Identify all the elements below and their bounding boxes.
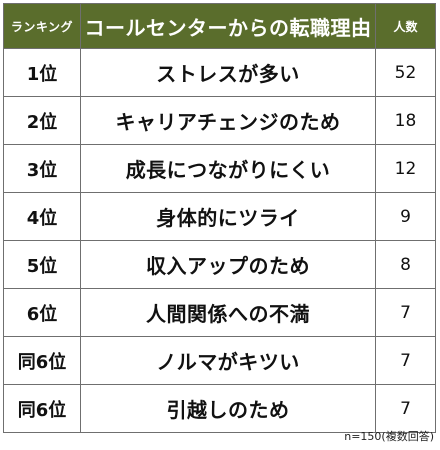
rank-cell: 5位 <box>3 240 81 289</box>
count-cell: 52 <box>375 48 436 97</box>
rank-cell: 1位 <box>3 48 81 97</box>
footnote: n=150(複数回答) <box>344 430 434 443</box>
rank-cell: 3位 <box>3 144 81 193</box>
count-cell: 8 <box>375 240 436 289</box>
header-reason: コールセンターからの転職理由 <box>80 3 376 49</box>
reason-cell: ストレスが多い <box>80 48 376 97</box>
reason-cell: ノルマがキツい <box>80 336 376 385</box>
header-count: 人数 <box>375 3 436 49</box>
table-row: 4位 身体的にツライ 9 <box>3 192 436 241</box>
count-cell: 7 <box>375 288 436 337</box>
table-row: 5位 収入アップのため 8 <box>3 240 436 289</box>
header-rank: ランキング <box>3 3 81 49</box>
reason-cell: キャリアチェンジのため <box>80 96 376 145</box>
rank-cell: 6位 <box>3 288 81 337</box>
table-row: 1位 ストレスが多い 52 <box>3 48 436 97</box>
table-header-row: ランキング コールセンターからの転職理由 人数 <box>3 3 436 49</box>
ranking-table: ランキング コールセンターからの転職理由 人数 1位 ストレスが多い 52 2位… <box>3 3 436 433</box>
count-cell: 7 <box>375 336 436 385</box>
count-cell: 12 <box>375 144 436 193</box>
count-cell: 9 <box>375 192 436 241</box>
count-cell: 18 <box>375 96 436 145</box>
rank-cell: 同6位 <box>3 336 81 385</box>
rank-cell: 2位 <box>3 96 81 145</box>
rank-cell: 同6位 <box>3 384 81 433</box>
reason-cell: 人間関係への不満 <box>80 288 376 337</box>
reason-cell: 収入アップのため <box>80 240 376 289</box>
reason-cell: 引越しのため <box>80 384 376 433</box>
table-row: 同6位 引越しのため 7 <box>3 384 436 433</box>
table-row: 3位 成長につながりにくい 12 <box>3 144 436 193</box>
count-cell: 7 <box>375 384 436 433</box>
table-row: 同6位 ノルマがキツい 7 <box>3 336 436 385</box>
rank-cell: 4位 <box>3 192 81 241</box>
reason-cell: 身体的にツライ <box>80 192 376 241</box>
table-row: 6位 人間関係への不満 7 <box>3 288 436 337</box>
reason-cell: 成長につながりにくい <box>80 144 376 193</box>
table-row: 2位 キャリアチェンジのため 18 <box>3 96 436 145</box>
